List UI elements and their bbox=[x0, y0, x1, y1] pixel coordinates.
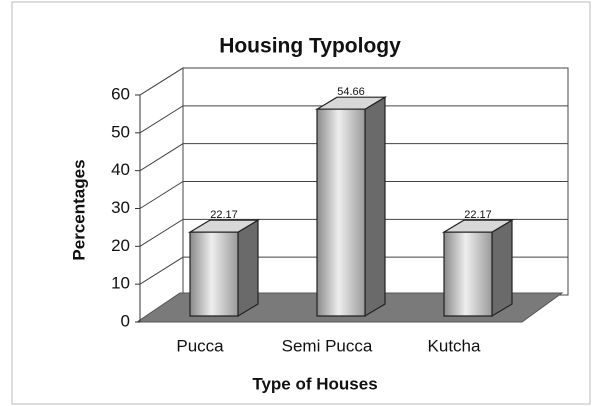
y-axis-title: Percentages bbox=[69, 159, 88, 260]
y-tick-label: 10 bbox=[111, 274, 130, 293]
bar bbox=[187, 219, 261, 318]
x-tick-label: Kutcha bbox=[428, 336, 481, 355]
grid-line bbox=[139, 67, 568, 96]
grid-line bbox=[139, 256, 568, 285]
y-tick-label: 50 bbox=[111, 122, 130, 141]
data-label: 54.66 bbox=[337, 86, 365, 98]
bar-front bbox=[189, 231, 239, 317]
y-tick-label: 20 bbox=[111, 236, 130, 255]
bar-front bbox=[443, 231, 493, 317]
bar-front bbox=[316, 108, 366, 317]
y-tick-label: 30 bbox=[111, 198, 130, 217]
y-tick-label: 0 bbox=[121, 311, 130, 330]
data-label: 22.17 bbox=[464, 209, 492, 221]
bar-side bbox=[237, 219, 259, 318]
bar-side bbox=[491, 219, 513, 318]
grid-line bbox=[139, 218, 568, 247]
chart-title: Housing Typology bbox=[219, 35, 401, 58]
y-tick-label: 40 bbox=[111, 160, 130, 179]
data-label: 22.17 bbox=[210, 209, 238, 221]
bar-side bbox=[364, 96, 386, 318]
grid-line bbox=[139, 181, 568, 209]
x-tick-label: Pucca bbox=[176, 336, 224, 355]
x-axis-title: Type of Houses bbox=[252, 374, 377, 393]
grid-line bbox=[139, 143, 568, 172]
bar bbox=[314, 96, 388, 318]
x-tick-label: Semi Pucca bbox=[282, 336, 373, 355]
grid-line bbox=[139, 105, 568, 134]
bar bbox=[441, 219, 515, 318]
y-tick-label: 60 bbox=[111, 84, 130, 103]
